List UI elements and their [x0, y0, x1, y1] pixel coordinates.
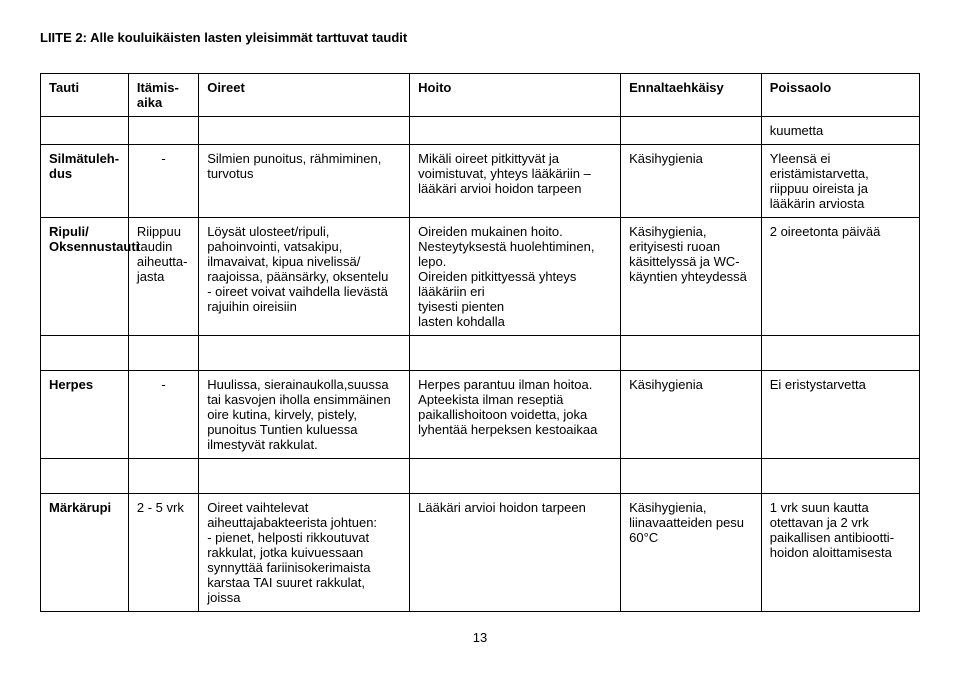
cell: Mikäli oireet pitkittyvät ja voimistuvat… — [410, 145, 621, 218]
cell — [128, 117, 198, 145]
spacer-row — [41, 336, 920, 371]
col-header-tauti: Tauti — [41, 74, 129, 117]
col-header-ennaltaehkaisy: Ennaltaehkäisy — [621, 74, 762, 117]
cell: Oireiden mukainen hoito. Nesteytyksestä … — [410, 218, 621, 336]
cell: Käsihygienia, erityisesti ruoan käsittel… — [621, 218, 762, 336]
cell: Käsihygienia, liinavaatteiden pesu 60°C — [621, 494, 762, 612]
cell: Löysät ulosteet/ripuli, pahoinvointi, va… — [199, 218, 410, 336]
table-row: Ripuli/ Oksennustauti Riippuu taudin aih… — [41, 218, 920, 336]
document-title: LIITE 2: Alle kouluikäisten lasten yleis… — [40, 30, 920, 45]
cell: Ei eristystarvetta — [761, 371, 919, 459]
cell — [621, 117, 762, 145]
col-header-oireet: Oireet — [199, 74, 410, 117]
cell: Käsihygienia — [621, 145, 762, 218]
table-row: Silmätuleh-dus - Silmien punoitus, rähmi… — [41, 145, 920, 218]
cell: Herpes parantuu ilman hoitoa. Apteekista… — [410, 371, 621, 459]
cell — [199, 117, 410, 145]
table-row: Herpes - Huulissa, sierainaukolla,suussa… — [41, 371, 920, 459]
cell — [41, 117, 129, 145]
cell: Huulissa, sierainaukolla,suussa tai kasv… — [199, 371, 410, 459]
cell-disease: Silmätuleh-dus — [41, 145, 129, 218]
cell: Riippuu taudin aiheutta-jasta — [128, 218, 198, 336]
col-header-itamisaika: Itämis-aika — [128, 74, 198, 117]
cell — [410, 117, 621, 145]
cell-disease: Ripuli/ Oksennustauti — [41, 218, 129, 336]
col-header-hoito: Hoito — [410, 74, 621, 117]
cell: Lääkäri arvioi hoidon tarpeen — [410, 494, 621, 612]
cell: 1 vrk suun kautta otettavan ja 2 vrk pai… — [761, 494, 919, 612]
cell: - — [128, 145, 198, 218]
cell-disease: Herpes — [41, 371, 129, 459]
cell: 2 - 5 vrk — [128, 494, 198, 612]
page-number: 13 — [40, 630, 920, 645]
kuumetta-row: kuumetta — [41, 117, 920, 145]
table-row: Märkärupi 2 - 5 vrk Oireet vaihtelevat a… — [41, 494, 920, 612]
diseases-table: Tauti Itämis-aika Oireet Hoito Ennaltaeh… — [40, 73, 920, 612]
col-header-poissaolo: Poissaolo — [761, 74, 919, 117]
cell: Silmien punoitus, rähmiminen, turvotus — [199, 145, 410, 218]
cell: Oireet vaihtelevat aiheuttajabakteerista… — [199, 494, 410, 612]
cell: - — [128, 371, 198, 459]
spacer-row — [41, 459, 920, 494]
cell: Yleensä ei eristämistarvetta, riippuu oi… — [761, 145, 919, 218]
cell: 2 oireetonta päivää — [761, 218, 919, 336]
cell: Käsihygienia — [621, 371, 762, 459]
table-header-row: Tauti Itämis-aika Oireet Hoito Ennaltaeh… — [41, 74, 920, 117]
cell-disease: Märkärupi — [41, 494, 129, 612]
cell-kuumetta: kuumetta — [761, 117, 919, 145]
